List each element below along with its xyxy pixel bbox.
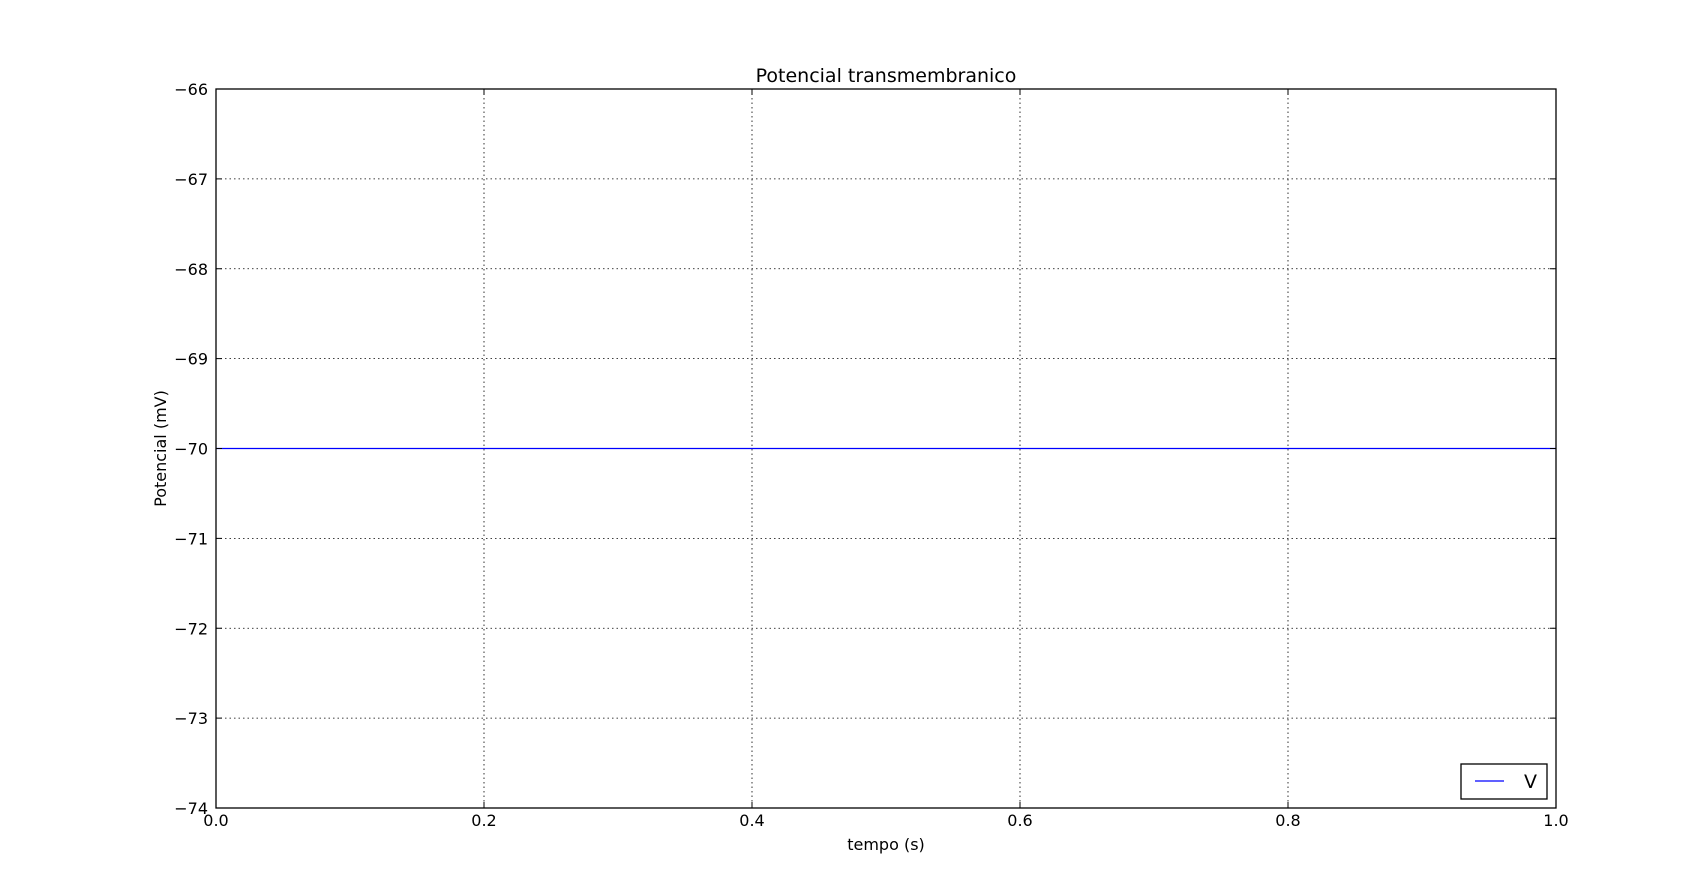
y-tick-label: −71 <box>174 529 208 548</box>
x-axis-label: tempo (s) <box>847 835 925 854</box>
y-tick-label: −68 <box>174 260 208 279</box>
y-tick-label: −66 <box>174 80 208 99</box>
y-tick-label: −70 <box>174 440 208 459</box>
legend: V <box>1460 763 1548 800</box>
x-tick-label: 0.2 <box>471 811 496 830</box>
y-tick-label: −69 <box>174 350 208 369</box>
x-tick-labels: 0.0 0.2 0.4 0.6 0.8 1.0 <box>203 811 1568 830</box>
x-tick-label: 1.0 <box>1543 811 1568 830</box>
y-tick-labels: −66 −67 −68 −69 −70 −71 −72 −73 −74 <box>174 80 208 818</box>
ticks <box>215 88 1557 809</box>
legend-label-V: V <box>1524 771 1537 793</box>
x-tick-label: 0.8 <box>1275 811 1300 830</box>
y-tick-label: −67 <box>174 170 208 189</box>
y-tick-label: −74 <box>174 799 208 818</box>
y-tick-label: −73 <box>174 709 208 728</box>
y-axis-label: Potencial (mV) <box>151 390 170 507</box>
x-tick-label: 0.0 <box>203 811 228 830</box>
y-tick-label: −72 <box>174 619 208 638</box>
chart-title: Potencial transmembranico <box>756 65 1017 87</box>
x-tick-label: 0.6 <box>1007 811 1032 830</box>
x-tick-label: 0.4 <box>739 811 764 830</box>
